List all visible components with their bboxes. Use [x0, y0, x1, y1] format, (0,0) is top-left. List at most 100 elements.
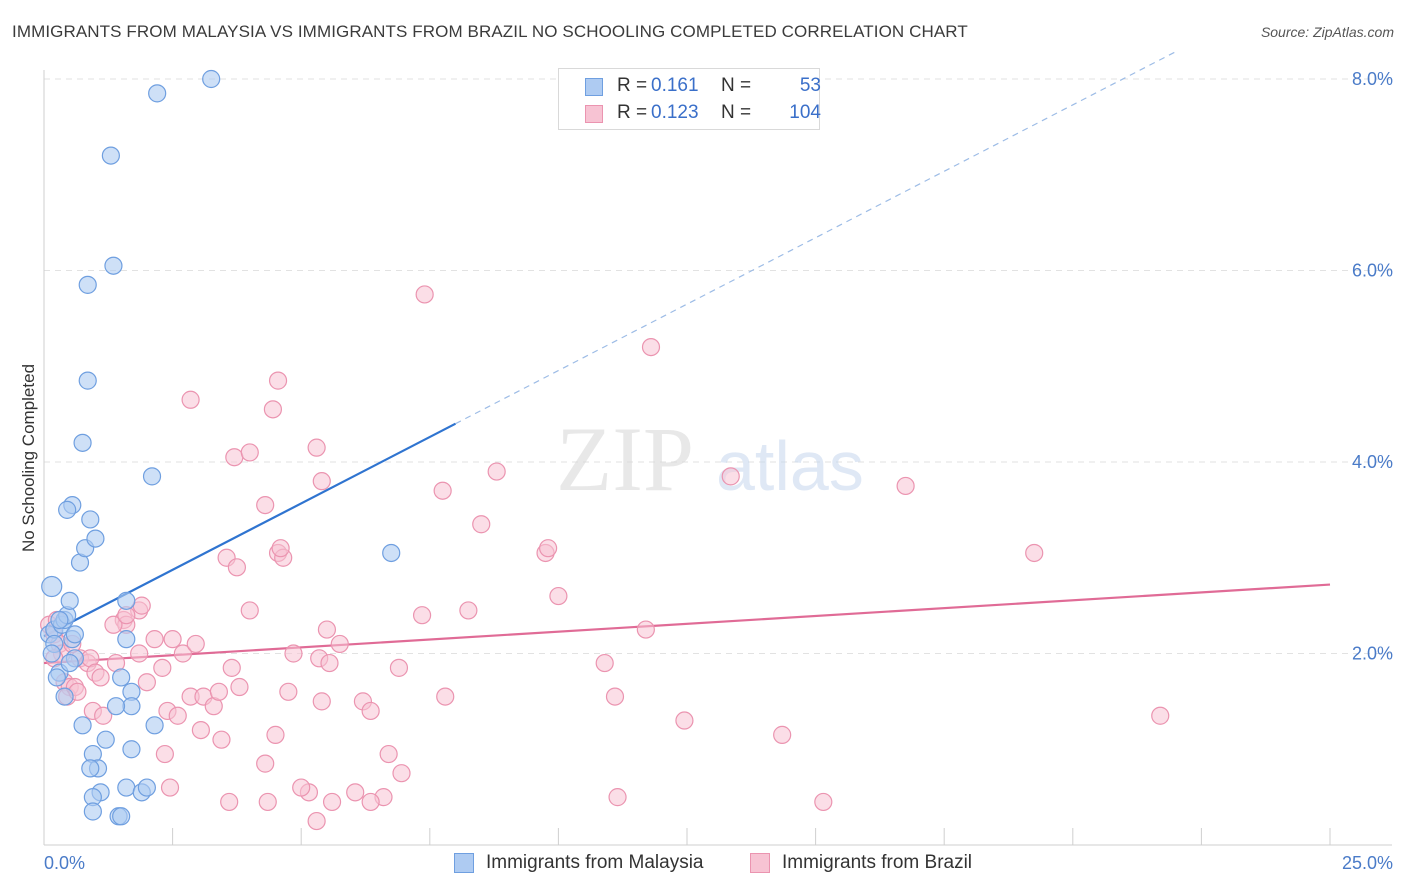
point-brazil: [459, 601, 478, 620]
point-brazil: [317, 620, 337, 639]
point-brazil: [137, 673, 156, 692]
point-malaysia: [42, 644, 61, 663]
point-brazil: [258, 792, 277, 812]
point-brazil: [163, 630, 182, 649]
point-malaysia: [145, 716, 164, 735]
point-malaysia: [142, 467, 162, 486]
legend-label-brazil: Immigrants from Brazil: [782, 852, 973, 873]
point-malaysia: [117, 630, 136, 649]
point-brazil: [271, 539, 290, 558]
point-brazil: [392, 764, 411, 783]
malaysia-swatch: [585, 78, 603, 96]
point-malaysia: [50, 610, 69, 630]
point-brazil: [312, 472, 331, 491]
point-brazil: [104, 615, 123, 634]
point-brazil: [636, 620, 655, 639]
n-value: 53: [799, 75, 821, 96]
point-brazil: [330, 634, 349, 654]
point-brazil: [160, 778, 180, 797]
point-brazil: [346, 783, 365, 802]
point-malaysia: [148, 84, 167, 103]
malaysia-swatch: [454, 853, 474, 873]
y-tick-label: 2.0%: [1352, 644, 1393, 664]
point-brazil: [539, 539, 558, 558]
point-brazil: [284, 644, 303, 663]
point-brazil: [227, 558, 246, 577]
point-brazil: [896, 476, 915, 496]
point-malaysia: [81, 759, 100, 778]
point-malaysia: [86, 529, 105, 548]
point-brazil: [230, 677, 249, 697]
point-brazil: [361, 792, 380, 812]
point-malaysia: [104, 256, 123, 275]
point-malaysia: [106, 697, 126, 716]
point-malaysia: [137, 778, 156, 797]
tick-labels: 2.0% 4.0% 6.0% 8.0% 0.0% 25.0%: [44, 69, 1393, 873]
point-brazil: [266, 725, 285, 744]
point-malaysia: [55, 687, 74, 706]
point-malaysia: [117, 778, 136, 797]
point-brazil: [320, 653, 339, 673]
point-brazil: [307, 438, 326, 457]
source-label: Source: ZipAtlas.com: [1260, 24, 1394, 40]
point-malaysia: [60, 653, 79, 673]
point-brazil: [240, 443, 259, 462]
point-malaysia: [112, 807, 131, 826]
point-malaysia: [65, 625, 84, 644]
trend-lines: [43, 49, 1331, 665]
point-brazil: [312, 692, 331, 711]
point-brazil: [361, 701, 380, 721]
point-brazil: [675, 711, 694, 730]
n-label: N =: [721, 75, 752, 96]
watermark: ZIP atlas: [556, 408, 864, 510]
axes: [43, 70, 1392, 846]
trendline-brazil: [43, 583, 1331, 665]
point-malaysia: [83, 802, 102, 821]
point-brazil: [181, 390, 200, 409]
point-brazil: [472, 515, 491, 534]
brazil-swatch: [585, 105, 603, 123]
point-brazil: [721, 467, 740, 486]
point-brazil: [773, 725, 792, 744]
point-brazil: [307, 811, 326, 831]
point-malaysia: [60, 591, 79, 610]
point-brazil: [240, 601, 259, 620]
point-malaysia: [78, 275, 97, 294]
point-brazil: [256, 754, 275, 773]
point-malaysia: [202, 69, 221, 89]
point-brazil: [222, 658, 241, 677]
point-brazil: [132, 596, 151, 615]
y-axis-label: No Schooling Completed: [19, 364, 38, 552]
point-malaysia: [122, 740, 141, 759]
point-brazil: [279, 682, 298, 701]
point-brazil: [191, 720, 210, 740]
point-brazil: [608, 788, 627, 807]
point-brazil: [263, 400, 283, 419]
point-brazil: [153, 658, 172, 677]
point-malaysia: [81, 510, 100, 529]
r-label: R =: [617, 102, 648, 123]
point-brazil: [549, 586, 568, 606]
brazil-swatch: [750, 853, 770, 873]
point-brazil: [487, 462, 506, 481]
point-brazil: [1151, 706, 1170, 725]
point-malaysia: [382, 543, 401, 563]
point-malaysia: [122, 697, 141, 716]
point-brazil: [436, 687, 455, 706]
point-malaysia: [58, 500, 77, 519]
point-malaysia: [101, 146, 120, 165]
point-malaysia: [47, 668, 66, 687]
point-brazil: [595, 653, 614, 673]
chart-title: IMMIGRANTS FROM MALAYSIA VS IMMIGRANTS F…: [12, 22, 968, 41]
point-brazil: [292, 778, 311, 797]
point-brazil: [91, 668, 110, 687]
n-value: 104: [789, 102, 821, 123]
point-brazil: [814, 792, 833, 812]
point-brazil: [268, 371, 288, 390]
point-brazil: [641, 338, 661, 357]
trendline-malaysia-extension: [455, 49, 1179, 425]
y-tick-label: 8.0%: [1352, 69, 1393, 89]
watermark-zip: ZIP: [556, 408, 694, 510]
x-tick-label-min: 0.0%: [44, 853, 85, 873]
series-brazil: [40, 285, 1170, 831]
